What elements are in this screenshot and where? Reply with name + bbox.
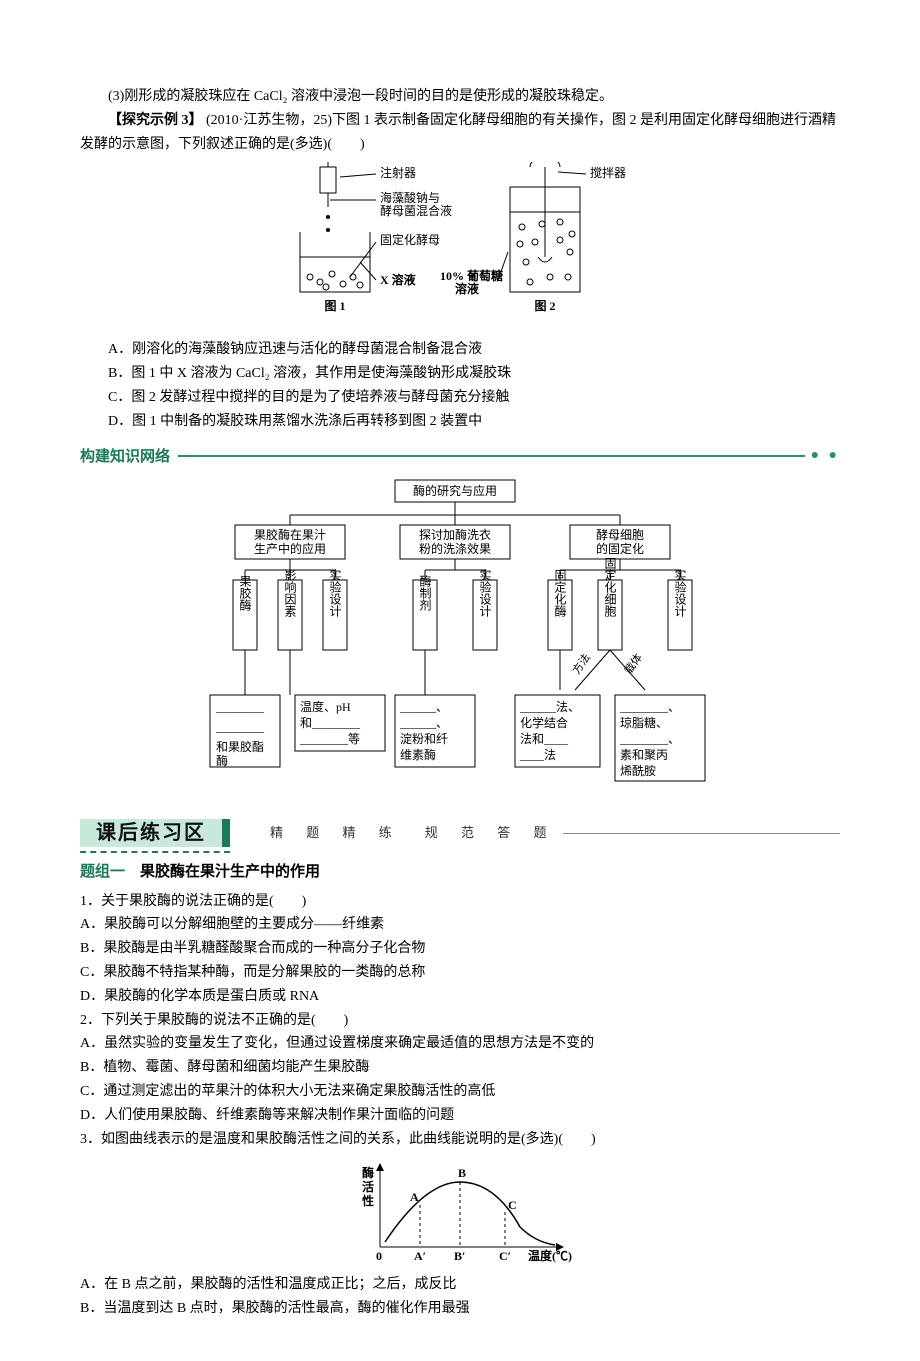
caption-fig2: 图 2 xyxy=(534,299,555,313)
q3-opt-a: A．在 B 点之前，果胶酶的活性和温度成正比；之后，成反比 xyxy=(80,1273,840,1297)
exercise-badge: 课后练习区 xyxy=(80,819,230,847)
label-syringe: 注射器 xyxy=(380,165,416,180)
svg-text:________、: ________、 xyxy=(619,732,680,746)
q2-opt-d: D．人们使用果胶酶、纤维素酶等来解决制作果汁面临的问题 xyxy=(80,1104,840,1128)
knowledge-network-chart: .box{fill:#fff;stroke:#000;stroke-width:… xyxy=(80,475,840,805)
svg-text:温度(℃): 温度(℃) xyxy=(528,1248,572,1263)
svg-text:固定化细胞: 固定化细胞 xyxy=(603,557,617,618)
q3-stem: 3．如图曲线表示的是温度和果胶酶活性之间的关系，此曲线能说明的是(多选)( ) xyxy=(80,1128,840,1152)
svg-text:的固定化: 的固定化 xyxy=(596,541,644,556)
svg-text:影响因素: 影响因素 xyxy=(283,569,297,617)
q1-opt-c: C．果胶酶不特指某种酶，而是分解果胶的一类酶的总称 xyxy=(80,961,840,985)
svg-text:B′: B′ xyxy=(454,1249,465,1263)
svg-text:酵母细胞: 酵母细胞 xyxy=(596,528,644,542)
svg-text:温度、pH: 温度、pH xyxy=(300,699,351,714)
svg-text:生产中的应用: 生产中的应用 xyxy=(254,541,326,556)
q1-opt-b: B．果胶酶是由半乳糖醛酸聚合而成的一种高分子化合物 xyxy=(80,937,840,961)
section-network-header: 构建知识网络 ● ● xyxy=(80,444,840,470)
svg-text:淀粉和纤: 淀粉和纤 xyxy=(400,732,448,746)
preamble-p3: (3)刚形成的凝胶珠应在 CaCl₂ 溶液中浸泡一段时间的目的是使形成的凝胶珠稳… xyxy=(80,85,840,109)
q2-opt-c: C．通过测定滤出的苹果汁的体积大小无法来确定果胶酶活性的高低 xyxy=(80,1080,840,1104)
svg-text:和果胶酯: 和果胶酯 xyxy=(216,739,264,754)
q3-chart: A B C 0 A′ B′ C′ 温度(℃) 酶 活 性 xyxy=(80,1157,840,1267)
q2-opt-b: B．植物、霉菌、酵母菌和细菌均能产生果胶酶 xyxy=(80,1056,840,1080)
svg-text:酶: 酶 xyxy=(216,753,228,768)
q1-stem: 1．关于果胶酶的说法正确的是( ) xyxy=(80,890,840,914)
svg-text:活: 活 xyxy=(362,1179,374,1194)
svg-text:________、: ________、 xyxy=(619,700,680,714)
svg-text:C′: C′ xyxy=(499,1249,511,1263)
svg-text:烯酰胺: 烯酰胺 xyxy=(620,764,656,778)
label-x: X 溶液 xyxy=(380,272,416,287)
svg-text:A: A xyxy=(410,1190,419,1204)
svg-text:酶: 酶 xyxy=(362,1165,374,1180)
stem-tag: 【探究示例 3】 xyxy=(108,113,203,128)
svg-text:B: B xyxy=(458,1166,466,1180)
svg-text:____法: ____法 xyxy=(519,748,556,762)
figure-apparatus: 注射器 海藻酸钠与酵母菌混合液 固定化酵母 X 溶液 图 1 xyxy=(80,162,840,332)
svg-text:素和聚丙: 素和聚丙 xyxy=(620,748,668,762)
label-stirrer: 搅拌器 xyxy=(590,165,626,180)
label-fixed: 固定化酵母 xyxy=(380,232,440,247)
q1-opt-a: A．果胶酶可以分解细胞壁的主要成分——纤维素 xyxy=(80,913,840,937)
svg-text:粉的洗涤效果: 粉的洗涤效果 xyxy=(419,541,491,556)
explore-opt-b: B．图 1 中 X 溶液为 CaCl₂ 溶液，其作用是使海藻酸钠形成凝胶珠 xyxy=(80,362,840,386)
svg-text:酶制剂: 酶制剂 xyxy=(418,574,432,611)
svg-text:固定化酶: 固定化酶 xyxy=(553,569,567,617)
svg-text:A′: A′ xyxy=(414,1249,426,1263)
explore-opt-c: C．图 2 发酵过程中搅拌的目的是为了使培养液与酵母菌充分接触 xyxy=(80,386,840,410)
svg-text:载体: 载体 xyxy=(621,651,645,677)
svg-text:维素酶: 维素酶 xyxy=(400,747,436,762)
svg-text:________: ________ xyxy=(215,720,265,734)
svg-text:琼脂糖、: 琼脂糖、 xyxy=(620,715,668,730)
group1-hint: 题组一 xyxy=(80,863,125,880)
svg-text:实验设计: 实验设计 xyxy=(478,568,492,617)
caption-fig1: 图 1 xyxy=(324,299,345,313)
svg-text:________: ________ xyxy=(215,700,265,714)
svg-text:和________: 和________ xyxy=(300,716,361,730)
explore-opt-d: D．图 1 中制备的凝胶珠用蒸馏水洗涤后再转移到图 2 装置中 xyxy=(80,410,840,434)
group1-text: 果胶酶在果汁生产中的作用 xyxy=(125,864,320,880)
section-network-label: 构建知识网络 xyxy=(80,444,178,470)
svg-text:性: 性 xyxy=(361,1193,374,1208)
q3-opt-b: B．当温度到达 B 点时，果胶酶的活性最高，酶的催化作用最强 xyxy=(80,1297,840,1321)
exercise-subtitle: 精 题 精 练 规 范 答 题 xyxy=(230,822,557,844)
group1-title: 题组一 果胶酶在果汁生产中的作用 xyxy=(80,859,840,886)
svg-text:探讨加酶洗衣: 探讨加酶洗衣 xyxy=(419,527,491,542)
svg-text:酶的研究与应用: 酶的研究与应用 xyxy=(413,483,497,498)
exercise-header: 课后练习区 精 题 精 练 规 范 答 题 xyxy=(80,819,840,847)
stem-explore3: 【探究示例 3】 (2010·江苏生物，25)下图 1 表示制备固定化酵母细胞的… xyxy=(80,109,840,157)
svg-text:______、: ______、 xyxy=(399,716,448,730)
svg-text:0: 0 xyxy=(376,1249,382,1263)
svg-text:C: C xyxy=(508,1198,517,1212)
q2-stem: 2．下列关于果胶酶的说法不正确的是( ) xyxy=(80,1009,840,1033)
svg-text:______、: ______、 xyxy=(399,700,448,714)
svg-text:实验设计: 实验设计 xyxy=(328,568,342,617)
svg-text:实验设计: 实验设计 xyxy=(673,568,687,617)
svg-text:________等: ________等 xyxy=(299,732,360,746)
svg-text:化学结合: 化学结合 xyxy=(520,715,568,730)
svg-text:果胶酶: 果胶酶 xyxy=(238,575,252,611)
section-rule xyxy=(178,455,805,457)
svg-text:______法、: ______法、 xyxy=(519,700,580,714)
exercise-title: 课后练习区 xyxy=(96,816,206,850)
q2-opt-a: A．虽然实验的变量发生了变化，但通过设置梯度来确定最适值的思想方法是不变的 xyxy=(80,1032,840,1056)
svg-text:10% 葡萄糖溶液: 10% 葡萄糖溶液 xyxy=(440,268,503,296)
svg-text:果胶酶在果汁: 果胶酶在果汁 xyxy=(254,527,326,542)
svg-text:法和____: 法和____ xyxy=(520,732,569,746)
q1-opt-d: D．果胶酶的化学本质是蛋白质或 RNA xyxy=(80,985,840,1009)
svg-text:海藻酸钠与酵母菌混合液: 海藻酸钠与酵母菌混合液 xyxy=(380,190,452,218)
explore-opt-a: A．刚溶化的海藻酸钠应迅速与活化的酵母菌混合制备混合液 xyxy=(80,338,840,362)
